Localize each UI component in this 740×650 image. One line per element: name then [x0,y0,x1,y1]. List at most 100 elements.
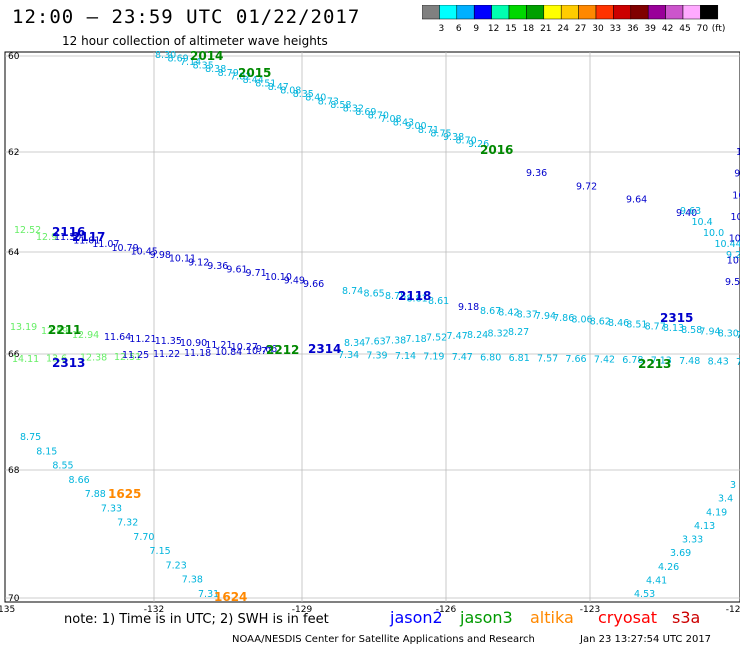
wave-height-value: 6.78 [622,355,643,366]
legend-label: 21 [540,24,551,34]
wave-height-value: 10. [732,190,740,201]
legend-label: 42 [662,24,673,34]
wave-height-value: 10.4 [692,217,713,228]
wave-height-value: 4.41 [646,575,667,586]
wave-height-value: 7.48 [679,356,700,367]
wave-height-value: 10.45 [131,247,158,258]
legend-label: 27 [575,24,586,34]
wave-height-value: 9.36 [526,168,547,179]
satellite-cryosat: cryosat [598,608,658,627]
wave-height-value: 11.30 [54,232,81,243]
footer-note: note: 1) Time is in UTC; 2) SWH is in fe… [64,612,329,627]
wave-height-value: 9.66 [256,344,277,355]
longitude-label: -132 [144,605,164,615]
wave-height-value: 8.06 [571,315,592,326]
wave-height-value: 7.66 [565,354,586,365]
satellite-s3a: s3a [672,608,701,627]
wave-height-value: 14.11 [12,354,39,365]
wave-height-value: 8.70 [456,135,477,146]
wave-height-value: 8.32 [488,328,509,339]
wave-height-value: 10.27 [231,342,258,353]
wave-height-value: 7.31 [198,589,219,600]
wave-height-value: 9.25 [726,250,740,261]
legend-label: 45 [679,24,690,34]
wave-height-value: 9.36 [207,261,228,272]
wave-height-value: 7.63 [365,337,386,348]
wave-height-value: 6.80 [480,353,501,364]
wave-height-value: 8.38 [205,64,226,75]
satellite-jason2: jason2 [390,608,443,627]
wave-height-value: 8.43 [393,118,414,129]
track-id-label: 2116 [52,225,85,239]
wave-height-value: 7.94 [699,327,720,338]
wave-height-value: 8.78 [385,291,406,302]
wave-height-value: 12.9 [36,232,57,243]
legend-label: 3 [439,24,445,34]
wave-height-value: 11.21 [129,334,156,345]
map-frame [4,51,740,603]
satellite-jason3: jason3 [460,608,513,627]
wave-height-value: 7.23 [166,561,187,572]
wave-height-value: 7.94 [535,311,556,322]
wave-height-value: 11.18 [184,348,211,359]
track-id-label: 1624 [214,590,247,604]
wave-height-value: 10.79 [112,243,139,254]
track-id-label: 1625 [108,487,141,501]
wave-height-value: 8.40 [305,93,326,104]
wave-height-value: 8.51 [255,79,276,90]
track-id-label: 2118 [398,289,431,303]
wave-height-value: 11.64 [104,332,131,343]
wave-height-value: 9.98 [150,250,171,261]
wave-height-value: 3.69 [670,548,691,559]
wave-height-value: 7.32 [117,518,138,529]
track-id-label: 2014 [190,49,223,63]
wave-height-value: 8.51 [626,320,647,331]
wave-height-value: 8.44 [243,75,264,86]
wave-height-value: 12.38 [80,353,107,364]
wave-height-value: 8.79 [218,68,239,79]
track-id-label: 2313 [52,356,85,370]
wave-height-value: 8.08 [280,86,301,97]
wave-height-value: 9.38 [443,132,464,143]
wave-height-value: 8.32 [343,103,364,114]
wave-height-value: 9.61 [226,265,247,276]
legend-unit: (ft) [712,24,726,34]
wave-height-value: 8.75 [20,432,41,443]
wave-height-value: 6.81 [509,353,530,364]
wave-height-value: 7.15 [150,546,171,557]
track-id-label: 2016 [480,143,513,157]
wave-height-value: 9.00 [405,121,426,132]
legend-label: 33 [610,24,621,34]
wave-height-value: 11.01 [73,236,100,247]
latitude-label: 60 [8,52,20,62]
wave-height-value: 8.73 [318,96,339,107]
wave-height-value: 8.15 [36,446,57,457]
wave-height-value: 8.77 [645,321,666,332]
wave-height-value: 10.11 [169,254,196,265]
wave-height-value: 8.13 [663,323,684,334]
wave-height-value: 7.48 [736,357,740,368]
wave-height-value: 12.51 [114,352,141,363]
track-id-label: 2117 [72,230,105,244]
wave-height-value: 4.19 [706,507,727,518]
track-id-label: 2212 [266,343,299,357]
wave-height-value: 13.19 [10,322,37,333]
map-subtitle: 12 hour collection of altimeter wave hei… [62,34,328,48]
wave-height-value: 10.84 [215,347,242,358]
wave-height-value: 9.18 [458,302,479,313]
wave-height-value: 9.66 [303,279,324,290]
wave-height-value: 11.35 [155,336,182,347]
wave-height-value: 4.13 [694,521,715,532]
wave-height-value: 8.75 [430,128,451,139]
wave-height-value: 8.35 [293,89,314,100]
wave-height-value: 9.72 [576,181,597,192]
wave-height-value: 3.33 [682,535,703,546]
wave-height-value: 9 [734,169,740,180]
wave-height-value: 7.88 [85,489,106,500]
wave-height-value: 7.33 [101,503,122,514]
wave-height-value: 7.80 [736,330,740,341]
wave-height-value: 8.69 [355,107,376,118]
wave-height-value: 8.55 [52,461,73,472]
legend-label: 9 [473,24,479,34]
longitude-label: -126 [436,605,457,615]
